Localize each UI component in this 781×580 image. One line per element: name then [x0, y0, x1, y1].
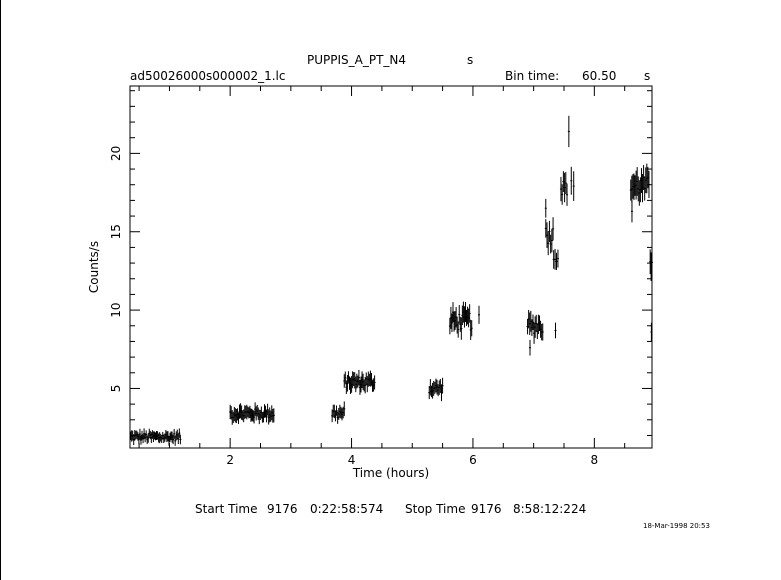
data-point [544, 198, 547, 218]
start-time-label: Start Time [195, 502, 258, 516]
data-point [548, 220, 551, 243]
y-tick-label: 5 [109, 385, 123, 393]
data-point [343, 401, 346, 417]
data-point [549, 234, 552, 254]
data-point [554, 248, 557, 270]
data-point [334, 410, 337, 422]
data-point [450, 313, 453, 333]
data-point [651, 251, 653, 273]
data-point [460, 317, 463, 340]
file-name: ad50026000s000002_1.lc [130, 69, 286, 83]
data-point [545, 222, 548, 248]
data-point [174, 435, 177, 446]
data-point [556, 249, 559, 268]
stop-time-value: 8:58:12:224 [513, 502, 587, 516]
data-point [647, 170, 650, 199]
plot-frame [129, 85, 653, 449]
data-point [566, 183, 569, 206]
data-point [563, 172, 566, 203]
data-point [147, 433, 150, 443]
data-point [528, 339, 531, 356]
bin-time-value: 60.50 [582, 69, 617, 83]
data-point [344, 371, 347, 385]
y-tick-label: 15 [109, 224, 123, 239]
data-point [335, 405, 338, 416]
data-point [138, 428, 141, 440]
data-point [458, 305, 461, 324]
data-point [266, 403, 269, 416]
data-point [468, 304, 471, 323]
data-point [550, 228, 553, 253]
data-point [346, 375, 349, 392]
stop-time-day: 9176 [471, 502, 502, 516]
x-tick-label: 6 [469, 453, 477, 467]
data-point [373, 375, 376, 390]
y-axis-label: Counts/s [87, 241, 101, 293]
data-point [357, 369, 360, 386]
bin-time-unit: s [644, 69, 651, 83]
data-point [470, 320, 473, 337]
chart-title: PUPPIS_A_PT_N4 [307, 53, 407, 67]
x-tick-label: 2 [226, 453, 234, 467]
data-point [177, 433, 180, 444]
data-point [139, 435, 142, 445]
data-point [457, 321, 460, 338]
data-point [544, 219, 547, 238]
plot-timestamp: 18-Mar-1998 20:53 [643, 522, 710, 530]
data-point [541, 323, 544, 341]
data-point [265, 409, 268, 423]
data-point [567, 115, 570, 148]
data-point [478, 305, 481, 324]
data-point [555, 252, 558, 270]
data-point [554, 322, 557, 339]
data-point [562, 171, 565, 193]
data-point [630, 200, 633, 223]
y-tick-label: 20 [109, 146, 123, 161]
title-unit: s [467, 53, 474, 67]
data-point [145, 430, 148, 439]
data-point [572, 171, 575, 201]
x-tick-label: 8 [591, 453, 599, 467]
data-point [547, 231, 550, 256]
stop-time-label: Stop Time [405, 502, 466, 516]
x-tick-label: 4 [348, 453, 356, 467]
data-point [178, 428, 181, 438]
data-point [650, 322, 653, 342]
bin-time-label: Bin time: [505, 69, 560, 83]
data-point [173, 428, 176, 439]
data-point [441, 377, 444, 394]
data-point [370, 372, 373, 386]
data-point [552, 217, 555, 241]
data-point [253, 410, 256, 424]
data-point [172, 434, 175, 445]
y-tick-label: 10 [109, 302, 123, 317]
window-border [0, 0, 1, 580]
data-point [564, 172, 567, 195]
axis-ticks [130, 86, 652, 448]
data-points [129, 115, 653, 446]
data-point [570, 166, 573, 195]
x-axis-label: Time (hours) [352, 466, 429, 480]
data-point [531, 314, 534, 330]
tick-labels: 2 4 6 8 5 10 15 20 [109, 146, 598, 467]
start-time-day: 9176 [267, 502, 298, 516]
start-time-value: 0:22:58:574 [310, 502, 384, 516]
data-point [559, 176, 562, 202]
data-point [272, 408, 275, 423]
data-point [561, 184, 564, 205]
data-point [179, 434, 182, 445]
